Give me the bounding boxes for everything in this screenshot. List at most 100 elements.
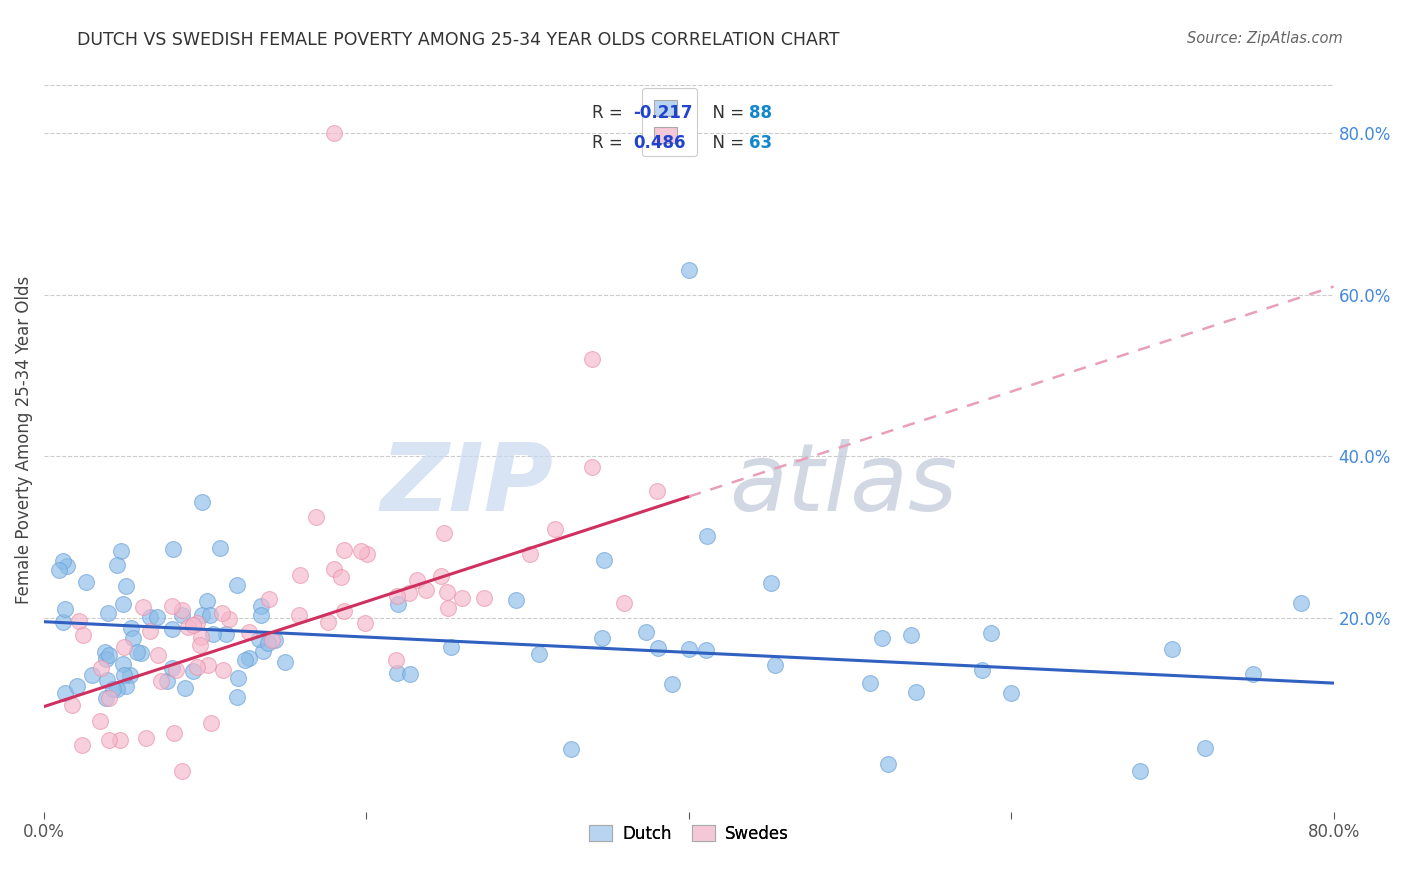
Point (323, 126, 346, 140)
Point (661, 677, 683, 691)
Text: R =: R = (592, 134, 628, 152)
Point (696, 529, 718, 543)
Point (290, 568, 312, 582)
Point (52, 615, 75, 630)
Point (581, 352, 603, 367)
Point (763, 658, 786, 673)
Point (1161, 642, 1184, 657)
Point (405, 573, 427, 587)
Point (177, 620, 200, 634)
Point (433, 525, 456, 540)
Point (274, 655, 297, 669)
Point (385, 653, 408, 667)
Point (250, 607, 273, 622)
Point (591, 631, 613, 645)
Point (1291, 596, 1313, 610)
Point (519, 547, 541, 561)
Point (356, 547, 378, 561)
Point (305, 509, 328, 524)
Point (125, 645, 148, 659)
Point (429, 569, 451, 583)
Text: R =: R = (592, 104, 628, 122)
Point (350, 543, 373, 558)
Point (56, 558, 79, 573)
Point (440, 640, 463, 654)
Point (186, 660, 208, 674)
Point (613, 596, 636, 610)
Point (149, 674, 172, 689)
Point (256, 636, 278, 650)
Point (139, 610, 162, 624)
Point (52, 554, 75, 568)
Point (53, 686, 76, 700)
Point (972, 663, 994, 677)
Point (69, 615, 91, 629)
Point (215, 626, 238, 640)
Point (66, 679, 89, 693)
Text: 88: 88 (749, 104, 772, 122)
Point (678, 641, 700, 656)
Point (174, 681, 197, 695)
Point (170, 764, 193, 779)
Point (859, 675, 882, 690)
Point (399, 667, 422, 681)
Point (188, 639, 211, 653)
Point (72, 628, 94, 642)
Point (200, 608, 222, 623)
Point (122, 631, 145, 645)
Point (332, 604, 354, 618)
Point (201, 627, 224, 641)
Point (197, 657, 219, 672)
Point (527, 648, 550, 662)
Point (905, 685, 928, 699)
Point (330, 569, 353, 583)
Point (94, 645, 117, 659)
Point (108, 732, 131, 747)
Point (162, 622, 184, 636)
Legend: Dutch, Swedes: Dutch, Swedes (581, 817, 797, 852)
Point (135, 731, 157, 745)
Point (415, 583, 437, 598)
Text: N =: N = (702, 134, 749, 152)
Point (695, 643, 717, 657)
Point (1000, 686, 1022, 700)
Point (250, 599, 273, 613)
Text: -0.217: -0.217 (634, 104, 693, 122)
Point (132, 600, 155, 615)
Point (252, 644, 274, 658)
Point (385, 589, 408, 603)
Point (451, 591, 474, 605)
Point (877, 756, 900, 771)
Point (544, 522, 567, 536)
Text: 0.486: 0.486 (634, 134, 686, 152)
Point (162, 599, 184, 613)
Point (211, 607, 233, 621)
Text: N =: N = (702, 104, 749, 122)
Point (581, 459, 603, 474)
Point (636, 624, 658, 639)
Point (115, 679, 138, 693)
Point (592, 553, 614, 567)
Point (72, 738, 94, 752)
Point (645, 483, 668, 498)
Point (163, 726, 186, 740)
Text: DUTCH VS SWEDISH FEMALE POVERTY AMONG 25-34 YEAR OLDS CORRELATION CHART: DUTCH VS SWEDISH FEMALE POVERTY AMONG 25… (77, 31, 839, 49)
Point (146, 648, 169, 662)
Text: atlas: atlas (730, 439, 957, 530)
Point (103, 681, 125, 696)
Point (1241, 666, 1264, 681)
Point (94, 690, 117, 705)
Point (191, 607, 214, 622)
Point (212, 663, 235, 677)
Point (1129, 764, 1152, 779)
Point (257, 592, 280, 607)
Point (761, 575, 783, 590)
Point (97, 607, 120, 621)
Point (145, 609, 167, 624)
Point (105, 682, 128, 697)
Point (172, 603, 194, 617)
Point (129, 647, 152, 661)
Point (1194, 740, 1216, 755)
Point (980, 625, 1002, 640)
Point (191, 495, 214, 509)
